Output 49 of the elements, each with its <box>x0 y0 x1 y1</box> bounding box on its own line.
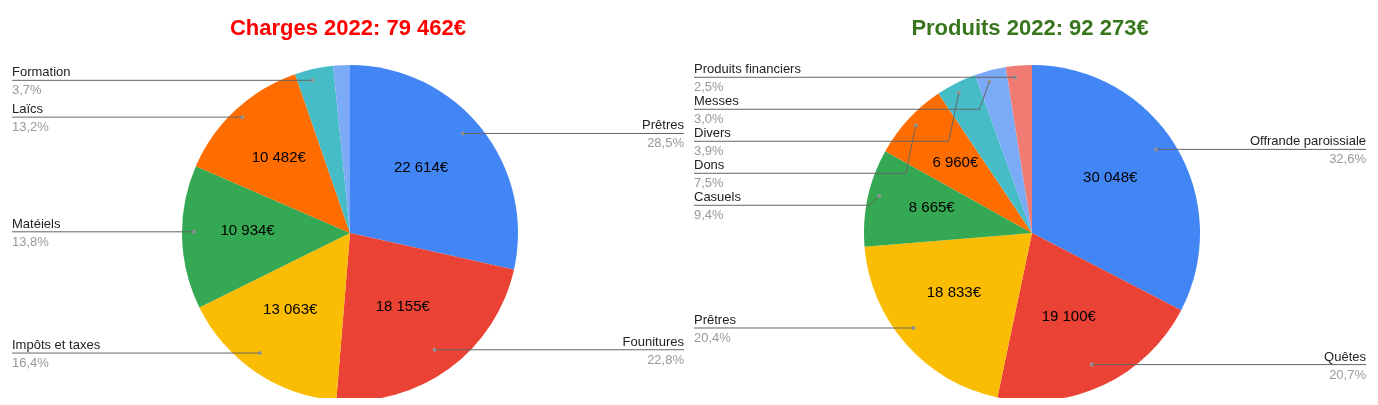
text: 30 048€ <box>1083 168 1138 186</box>
text: 18 155€ <box>375 297 430 315</box>
pie-slice <box>1005 65 1032 233</box>
data-label: 20,4% <box>694 329 732 345</box>
pie-slice <box>336 233 514 398</box>
slice-label: Casuels <box>694 189 742 205</box>
data-label: 13,2% <box>12 119 50 135</box>
text: 10 934€ <box>220 221 275 239</box>
pie-slice <box>864 233 1032 398</box>
data-label: 13,8% <box>12 233 50 249</box>
pie-slice <box>864 151 1032 247</box>
pie-slice <box>885 93 1032 233</box>
slice-label: Offrande paroissiale <box>1249 133 1366 149</box>
data-label: 16,4% <box>12 355 50 371</box>
text: 22 614€ <box>393 158 449 176</box>
pie-slice <box>199 233 350 398</box>
slice-label: Prêtres <box>694 311 737 327</box>
text: 6 960€ <box>932 152 979 170</box>
slice-label: Produits financiers <box>694 61 802 77</box>
pie-slice <box>195 74 350 233</box>
chart-title: Produits 2022: 92 273€ <box>910 14 1150 42</box>
data-label: 28,5% <box>647 135 685 151</box>
slice-label: Dons <box>694 157 725 173</box>
slice-label: Formation <box>12 64 71 80</box>
slice-label: Founitures <box>622 333 685 349</box>
slice-label: Laïcs <box>12 101 44 117</box>
text: 18 833€ <box>926 283 982 301</box>
slice-label: Quêtes <box>1324 348 1367 364</box>
chart-title: Charges 2022: 79 462€ <box>228 14 468 42</box>
pie-slice <box>997 233 1182 398</box>
data-label: 3,7% <box>12 82 43 98</box>
data-label: 3,9% <box>694 143 725 159</box>
data-label: 9,4% <box>694 207 725 223</box>
data-label: 3,0% <box>694 111 725 127</box>
slice-label: Prêtres <box>642 117 685 133</box>
data-label: 2,5% <box>694 79 725 95</box>
slice-label: Matéiels <box>12 215 61 231</box>
slice-label: Impôts et taxes <box>12 337 101 353</box>
data-label: 22,8% <box>647 351 685 367</box>
data-label: 20,7% <box>1329 366 1367 382</box>
data-label: 7,5% <box>694 175 725 191</box>
data-label: 32,6% <box>1329 151 1367 167</box>
slice-label: Messes <box>694 93 740 109</box>
slice-label: Divers <box>694 125 732 141</box>
text: 10 482€ <box>251 147 306 165</box>
text: 19 100€ <box>1041 307 1096 325</box>
pie-slice <box>350 65 518 270</box>
text: 13 063€ <box>263 299 318 317</box>
text: 8 665€ <box>908 198 955 216</box>
